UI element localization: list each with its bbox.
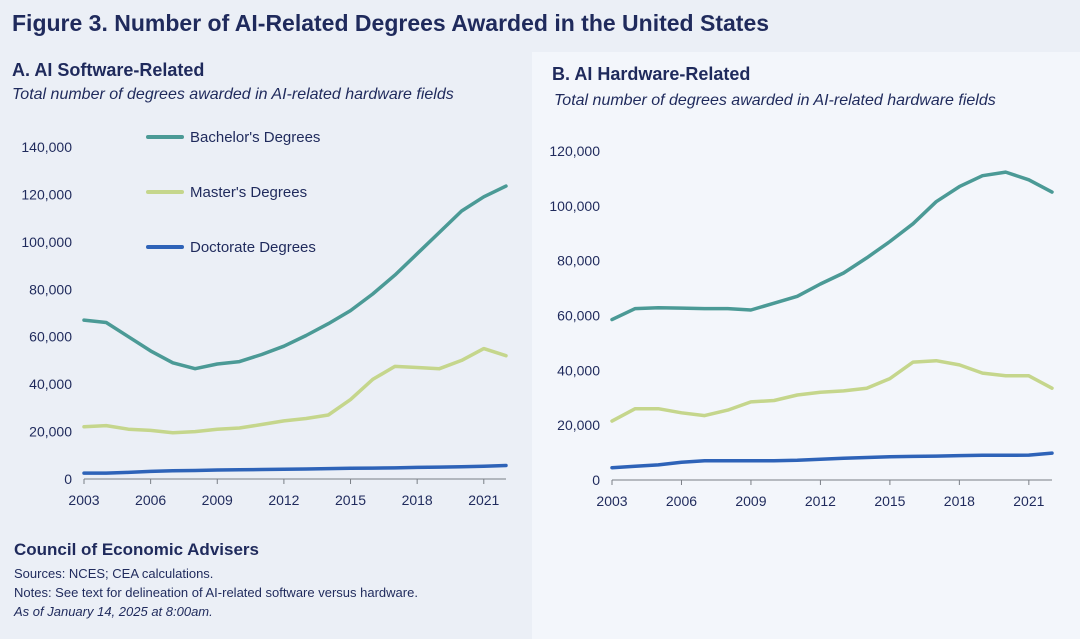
panel-a-chart: 0 20,000 40,000 60,000 80,000 100,000 120,000 1… (21, 129, 508, 508)
panel-a-ytick-label: 40,000 (29, 376, 72, 392)
panel-b-ytick-label: 0 (592, 472, 600, 488)
panel-b-background (532, 52, 1080, 639)
footer-asof: As of January 14, 2025 at 8:00am. (14, 604, 213, 619)
panel-b-xtick-label: 2021 (1013, 493, 1044, 509)
legend-label: Bachelor's Degrees (190, 129, 320, 146)
panel-a-series-line-bachelor-s-degrees (82, 184, 508, 371)
footer: Council of Economic Advisers Sources: NC… (14, 540, 418, 621)
panel-b-xtick-label: 2012 (805, 493, 836, 509)
panel-a-ytick-label: 100,000 (21, 234, 72, 250)
panel-b-ytick-label: 20,000 (557, 417, 600, 433)
panel-b-ytick-label: 60,000 (557, 308, 600, 324)
panel-b-ytick-label: 40,000 (557, 362, 600, 378)
legend-label: Master's Degrees (190, 184, 307, 201)
panel-a-ytick-label: 120,000 (21, 186, 72, 202)
panel-b-series-line-doctorate-degrees (610, 451, 1054, 470)
panel-a-xtick-label: 2021 (468, 492, 499, 508)
panel-a-ytick-label: 20,000 (29, 424, 72, 440)
legend-label: Doctorate Degrees (190, 239, 316, 256)
panel-a-xtick-label: 2006 (135, 492, 166, 508)
footer-notes: Notes: See text for delineation of AI-re… (14, 585, 418, 600)
panel-a-xtick-label: 2018 (402, 492, 433, 508)
panel-b-ytick-label: 120,000 (549, 143, 600, 159)
footer-org: Council of Economic Advisers (14, 540, 259, 559)
panel-a-xtick-label: 2012 (268, 492, 299, 508)
panel-a-xtick-label: 2009 (202, 492, 233, 508)
panel-b-subtitle: Total number of degrees awarded in AI-re… (554, 92, 996, 109)
panel-b-xtick-label: 2006 (666, 493, 697, 509)
panel-a-xtick-label: 2015 (335, 492, 366, 508)
panel-b-xtick-label: 2009 (735, 493, 766, 509)
footer-sources: Sources: NCES; CEA calculations. (14, 566, 214, 581)
panel-b-chart: 0 20,000 40,000 60,000 80,000 100,000 120,000 2… (549, 143, 1054, 509)
panel-b-ytick-label: 80,000 (557, 253, 600, 269)
panel-a-ytick-label: 60,000 (29, 329, 72, 345)
panel-a-title: A. AI Software-Related (12, 60, 205, 80)
panel-a-xtick-label: 2003 (68, 492, 99, 508)
panel-a-subtitle: Total number of degrees awarded in AI-re… (12, 86, 454, 103)
panel-a-ytick-label: 0 (64, 471, 72, 487)
panel-b-series-line-bachelor-s-degrees (610, 170, 1054, 322)
panel-a-ytick-label: 80,000 (29, 281, 72, 297)
panel-b-xtick-label: 2015 (874, 493, 905, 509)
figure-title: Figure 3. Number of AI-Related Degrees A… (12, 10, 770, 36)
panel-b-xtick-label: 2018 (944, 493, 975, 509)
panel-b-series-line-master-s-degrees (610, 358, 1054, 423)
panel-a-ytick-label: 140,000 (21, 139, 72, 155)
panel-b-ytick-label: 100,000 (549, 198, 600, 214)
panel-a-series-line-master-s-degrees (82, 346, 508, 435)
panel-b-title: B. AI Hardware-Related (552, 64, 751, 84)
panel-b-xtick-label: 2003 (596, 493, 627, 509)
panel-a-series-line-doctorate-degrees (82, 463, 508, 475)
